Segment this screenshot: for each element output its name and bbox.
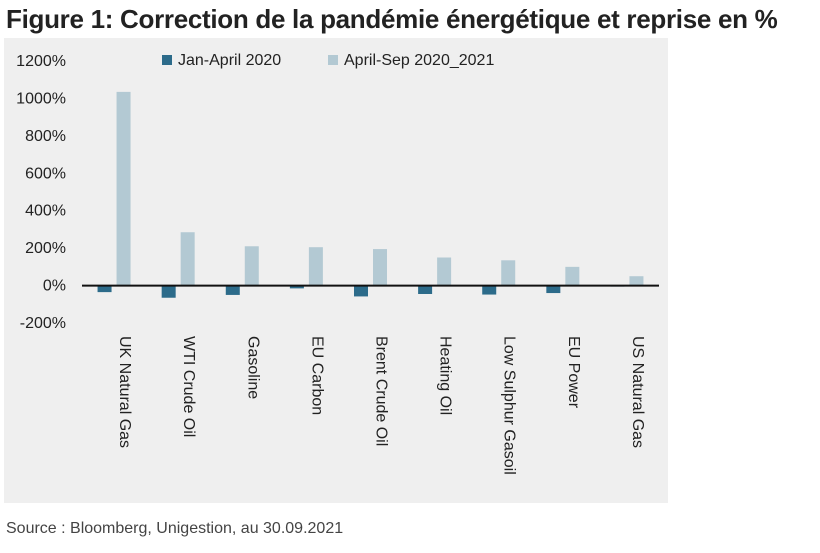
x-category-label: EU Carbon — [308, 336, 325, 415]
y-tick-label: 0% — [43, 278, 66, 295]
bar-jan-april-2020-uk-natural-gas — [97, 285, 112, 293]
x-category-label: Gasoline — [244, 336, 261, 399]
x-category-label: US Natural Gas — [629, 336, 646, 448]
bar-jan-april-2020-brent-crude-oil — [354, 285, 368, 297]
x-category-label: Heating Oil — [437, 336, 454, 415]
bars — [97, 91, 644, 298]
legend-swatch — [162, 55, 172, 65]
x-category-label: EU Power — [565, 336, 582, 409]
legend-swatch — [328, 55, 338, 65]
x-axis-categories: UK Natural Gas WTI Crude Oil Gasoline EU Ca… — [116, 336, 646, 475]
y-tick-label: 1200% — [16, 53, 66, 70]
bar-april-sep-2020-2021-uk-natural-gas — [116, 91, 131, 286]
bar-jan-april-2020-heating-oil — [418, 285, 433, 294]
y-tick-label: 600% — [25, 165, 66, 182]
bar-jan-april-2020-wti-crude-oil — [161, 285, 176, 298]
legend-label: Jan-April 2020 — [178, 52, 281, 69]
bar-april-sep-2020-2021-low-sulphur-gasoil — [501, 260, 516, 286]
bar-april-sep-2020-2021-eu-carbon — [308, 247, 323, 286]
bar-chart: 1200% 1000% 800% 600% 400% 200% 0% -200% UK Nat… — [16, 52, 659, 475]
y-tick-label: 800% — [25, 128, 66, 145]
x-category-label: Low Sulphur Gasoil — [501, 336, 518, 475]
chart-panel: 1200% 1000% 800% 600% 400% 200% 0% -200% UK Nat… — [4, 38, 668, 503]
bar-jan-april-2020-low-sulphur-gasoil — [482, 285, 497, 295]
x-category-label: Brent Crude Oil — [373, 336, 390, 446]
bar-jan-april-2020-eu-carbon — [289, 285, 304, 289]
y-tick-label: 1000% — [16, 90, 66, 107]
bar-april-sep-2020-2021-eu-power — [565, 266, 580, 286]
x-category-label: WTI Crude Oil — [180, 336, 197, 437]
source-note: Source : Bloomberg, Unigestion, au 30.09… — [6, 520, 344, 537]
bar-april-sep-2020-2021-gasoline — [244, 246, 259, 286]
legend: Jan-April 2020 April-Sep 2020_2021 — [162, 52, 494, 69]
legend-label: April-Sep 2020_2021 — [344, 52, 494, 69]
bar-april-sep-2020-2021-brent-crude-oil — [373, 249, 387, 286]
y-tick-label: 400% — [25, 203, 66, 220]
figure-title: Figure 1: Correction de la pandémie éner… — [6, 4, 778, 34]
bar-april-sep-2020-2021-us-natural-gas — [629, 276, 644, 286]
y-axis-ticks: 1200% 1000% 800% 600% 400% 200% 0% -200% — [16, 53, 66, 332]
bar-jan-april-2020-gasoline — [225, 285, 240, 295]
x-category-label: UK Natural Gas — [116, 336, 133, 448]
bar-april-sep-2020-2021-heating-oil — [437, 257, 452, 286]
y-tick-label: 200% — [25, 240, 66, 257]
bar-jan-april-2020-eu-power — [546, 285, 561, 294]
y-tick-label: -200% — [20, 315, 66, 332]
bar-april-sep-2020-2021-wti-crude-oil — [180, 232, 195, 286]
